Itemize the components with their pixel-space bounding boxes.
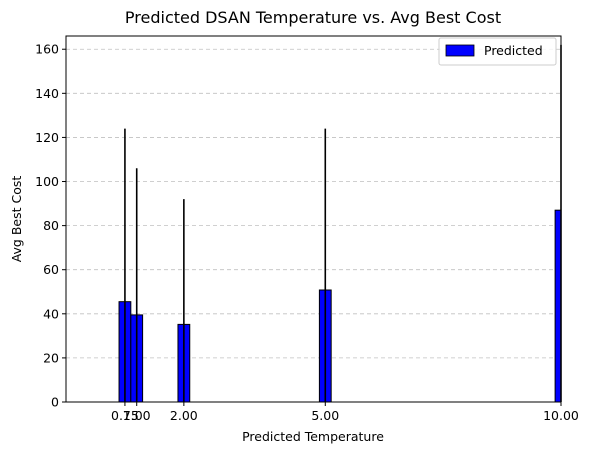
bar: [554, 209, 562, 403]
x-tick-label: 2.00: [170, 408, 198, 423]
chart-title: Predicted DSAN Temperature vs. Avg Best …: [125, 8, 501, 27]
bars: [118, 209, 562, 403]
x-tick-label: 1.00: [123, 408, 151, 423]
y-tick-label: 160: [35, 42, 59, 57]
legend-label: Predicted: [484, 43, 543, 58]
y-tick-label: 120: [35, 130, 59, 145]
plot-frame: [65, 35, 562, 403]
y-tick-label: 40: [43, 306, 59, 321]
y-tick-label: 0: [51, 395, 59, 410]
legend: Predicted: [438, 37, 557, 66]
y-axis-label: Avg Best Cost: [9, 176, 24, 263]
y-axis-ticks: 0 20 40 60 80 100 120 140 160: [35, 42, 66, 410]
x-axis-ticks: 0.751.00 2.00 5.00 10.00: [111, 402, 579, 423]
y-tick-label: 20: [43, 350, 59, 365]
y-tick-label: 60: [43, 262, 59, 277]
y-tick-label: 100: [35, 174, 59, 189]
x-tick-label: 10.00: [543, 408, 579, 423]
y-tick-label: 140: [35, 86, 59, 101]
legend-swatch: [445, 44, 475, 57]
x-tick-label: 5.00: [311, 408, 339, 423]
x-tick-label: 0.75: [111, 408, 139, 423]
grid: [66, 48, 561, 359]
error-bars: [124, 44, 562, 402]
y-tick-label: 80: [43, 218, 59, 233]
x-axis-label: Predicted Temperature: [242, 429, 384, 444]
